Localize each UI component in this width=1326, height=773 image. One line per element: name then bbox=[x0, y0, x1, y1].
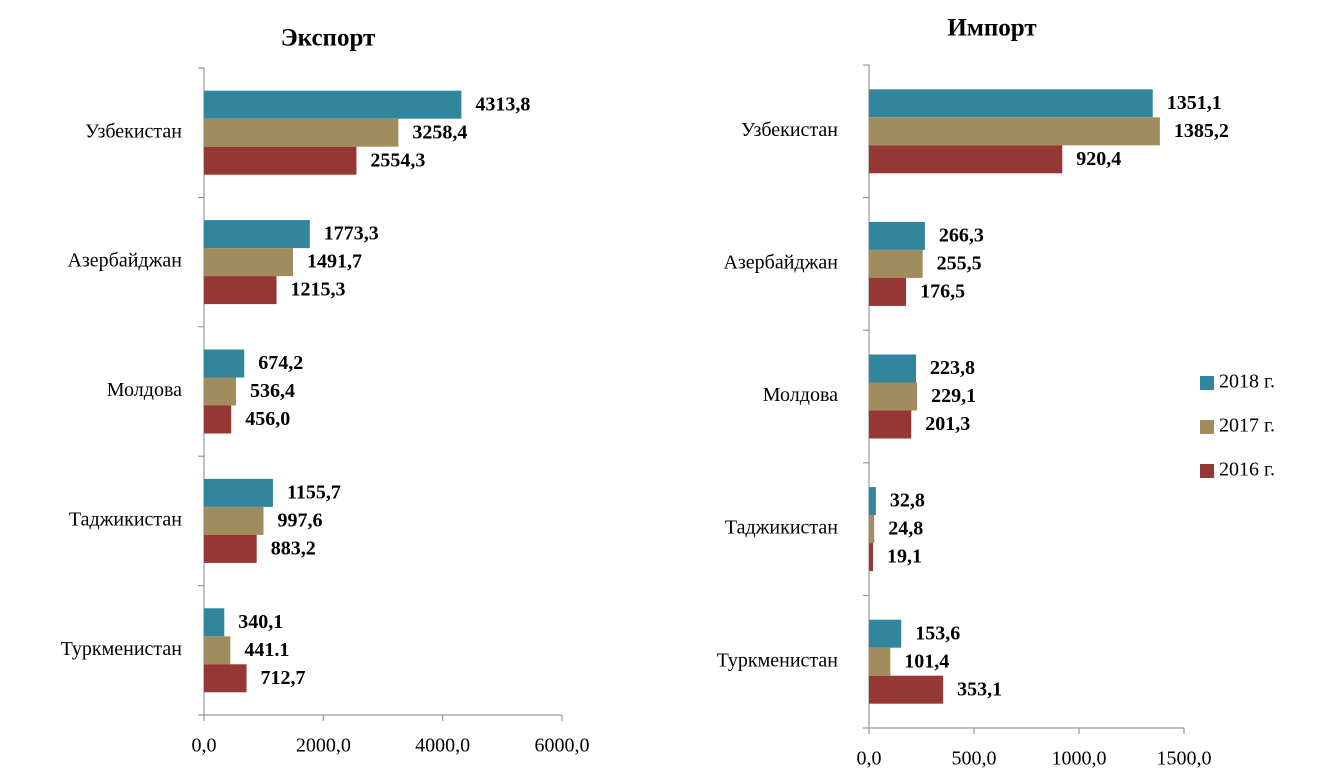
value-label: 712,7 bbox=[261, 667, 306, 689]
category-label: Таджикистан bbox=[69, 508, 182, 530]
bar bbox=[869, 543, 874, 572]
value-label: 920,4 bbox=[1076, 148, 1121, 170]
bar bbox=[204, 146, 357, 175]
legend-swatch bbox=[1200, 376, 1214, 390]
bar bbox=[204, 405, 232, 434]
bar bbox=[204, 636, 231, 665]
bar bbox=[869, 354, 916, 383]
x-tick-label: 2000,0 bbox=[296, 735, 351, 757]
bar bbox=[869, 515, 875, 544]
bar bbox=[869, 619, 902, 648]
x-tick-label: 6000,0 bbox=[535, 735, 590, 757]
category-label: Таджикистан bbox=[725, 517, 838, 539]
bar bbox=[869, 410, 912, 439]
category-label: Туркменистан bbox=[61, 638, 183, 660]
value-label: 229,1 bbox=[931, 385, 976, 407]
x-tick-label: 1500,0 bbox=[1157, 748, 1212, 770]
x-tick-label: 500,0 bbox=[952, 748, 997, 770]
value-label: 4313,8 bbox=[475, 93, 530, 115]
x-tick-label: 0,0 bbox=[857, 748, 882, 770]
value-label: 32,8 bbox=[890, 490, 925, 512]
bar bbox=[869, 221, 925, 250]
value-label: 340,1 bbox=[238, 611, 283, 633]
bar bbox=[869, 277, 907, 306]
value-label: 353,1 bbox=[957, 678, 1002, 700]
value-label: 441.1 bbox=[244, 639, 289, 661]
value-label: 1385,2 bbox=[1174, 120, 1229, 142]
category-label: Азербайджан bbox=[723, 251, 838, 273]
bar bbox=[204, 377, 237, 406]
bar bbox=[869, 382, 918, 411]
category-label: Туркменистан bbox=[717, 649, 839, 671]
category-label: Узбекистан bbox=[741, 119, 838, 141]
value-label: 997,6 bbox=[278, 509, 323, 531]
bar bbox=[204, 276, 277, 305]
bar bbox=[204, 349, 245, 378]
x-tick-label: 4000,0 bbox=[415, 735, 470, 757]
bar bbox=[204, 664, 247, 693]
value-label: 536,4 bbox=[250, 380, 295, 402]
legend-label: 2017 г. bbox=[1219, 415, 1275, 437]
category-label: Узбекистан bbox=[85, 120, 182, 142]
value-label: 674,2 bbox=[258, 352, 303, 374]
bar bbox=[869, 647, 891, 676]
value-label: 153,6 bbox=[915, 622, 960, 644]
x-tick-label: 1000,0 bbox=[1052, 748, 1107, 770]
value-label: 883,2 bbox=[271, 537, 316, 559]
category-label: Молдова bbox=[107, 379, 182, 401]
bar bbox=[869, 89, 1153, 118]
category-label: Молдова bbox=[763, 384, 838, 406]
bar bbox=[204, 534, 257, 563]
legend-swatch bbox=[1200, 420, 1214, 434]
bar bbox=[204, 506, 264, 535]
value-label: 24,8 bbox=[888, 518, 923, 540]
bar bbox=[204, 90, 462, 119]
legend-swatch bbox=[1200, 464, 1214, 478]
value-label: 101,4 bbox=[904, 650, 949, 672]
chart-title: Экспорт bbox=[281, 25, 376, 52]
value-label: 1155,7 bbox=[287, 481, 341, 503]
value-label: 255,5 bbox=[937, 252, 982, 274]
value-label: 1773,3 bbox=[324, 223, 379, 245]
bar bbox=[869, 249, 923, 278]
value-label: 3258,4 bbox=[412, 121, 467, 143]
value-label: 176,5 bbox=[920, 280, 965, 302]
value-label: 1351,1 bbox=[1167, 92, 1222, 114]
value-label: 456,0 bbox=[245, 408, 290, 430]
bar bbox=[204, 608, 225, 637]
value-label: 19,1 bbox=[887, 546, 922, 568]
legend-label: 2018 г. bbox=[1219, 371, 1275, 393]
chart-title: Импорт bbox=[947, 15, 1036, 42]
x-tick-label: 0,0 bbox=[192, 735, 217, 757]
bar bbox=[869, 487, 876, 516]
bar bbox=[869, 145, 1063, 174]
value-label: 201,3 bbox=[925, 413, 970, 435]
category-label: Азербайджан bbox=[67, 250, 182, 272]
bar bbox=[204, 248, 294, 277]
value-label: 1215,3 bbox=[291, 279, 346, 301]
bar bbox=[204, 478, 273, 507]
bar bbox=[204, 118, 399, 147]
value-label: 223,8 bbox=[930, 357, 975, 379]
bar bbox=[204, 220, 310, 249]
legend-label: 2016 г. bbox=[1219, 459, 1275, 481]
value-label: 2554,3 bbox=[370, 149, 425, 171]
value-label: 266,3 bbox=[939, 224, 984, 246]
value-label: 1491,7 bbox=[307, 251, 362, 273]
bar bbox=[869, 117, 1160, 146]
bar bbox=[869, 675, 944, 704]
